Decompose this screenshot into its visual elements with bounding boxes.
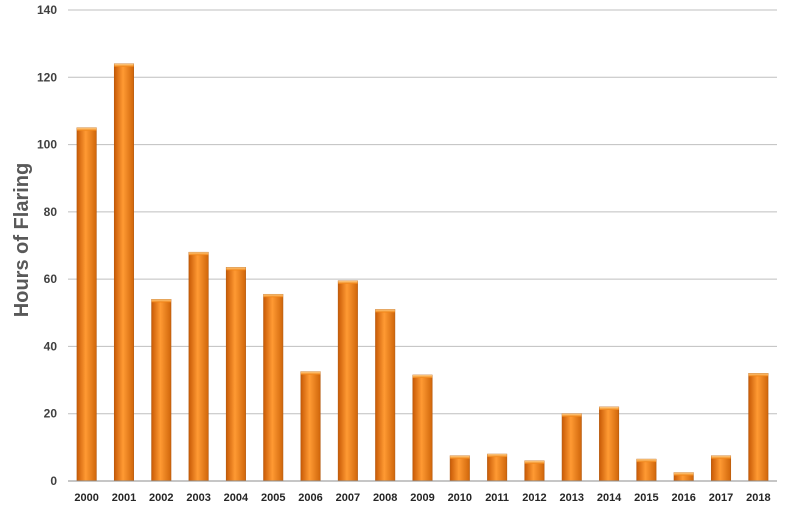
bar-2004: [225, 267, 246, 482]
bar-2008: [375, 309, 396, 482]
bar-2011: [487, 453, 508, 482]
y-tick-label: 80: [44, 205, 58, 219]
bar-highlight: [450, 455, 470, 459]
bars: [76, 63, 769, 482]
y-tick-label: 40: [44, 339, 58, 353]
x-tick-label: 2013: [560, 492, 584, 504]
bar-2001: [113, 63, 134, 482]
bar: [449, 455, 470, 482]
x-tick-label: 2003: [186, 492, 210, 504]
bar-highlight: [412, 375, 433, 379]
x-tick-label: 2000: [74, 492, 98, 504]
bar: [225, 267, 246, 482]
bar: [263, 293, 284, 482]
bar-highlight: [636, 459, 657, 463]
bar: [337, 280, 358, 482]
bar-highlight: [226, 267, 246, 271]
x-tick-label: 2001: [112, 492, 136, 504]
x-tick-label: 2018: [746, 492, 770, 504]
bar-2014: [599, 406, 620, 482]
x-tick-label: 2015: [634, 492, 658, 504]
bar-highlight: [748, 373, 769, 377]
x-tick-label: 2002: [149, 492, 173, 504]
bar-2006: [300, 371, 321, 482]
bar-2002: [151, 299, 172, 482]
bar: [487, 453, 508, 482]
y-tick-label: 140: [37, 3, 57, 17]
bar-highlight: [338, 280, 358, 284]
y-tick-label: 120: [37, 70, 57, 84]
bar: [636, 458, 657, 482]
y-tick-label: 100: [37, 138, 57, 152]
bar: [748, 373, 769, 482]
bar-2000: [76, 127, 97, 482]
bar-highlight: [263, 294, 283, 298]
bar-2016: [673, 472, 694, 482]
bar-2017: [711, 455, 732, 482]
bar-highlight: [114, 63, 134, 67]
x-axis-ticks: 2000 2001 2002 2003 2004 2005 2006 2007 2008 2009…: [74, 492, 770, 504]
x-tick-label: 2006: [298, 492, 322, 504]
bar: [188, 251, 209, 482]
bar: [151, 299, 172, 482]
bar-2007: [337, 280, 358, 482]
bar: [711, 455, 732, 482]
bar-2003: [188, 251, 209, 482]
x-tick-label: 2009: [410, 492, 434, 504]
bar-highlight: [711, 455, 731, 459]
bar: [113, 63, 134, 482]
bar-highlight: [151, 299, 171, 303]
x-tick-label: 2012: [522, 492, 546, 504]
bar-highlight: [487, 454, 507, 458]
bar: [412, 374, 433, 482]
bar: [561, 413, 582, 482]
y-axis-title: Hours of Flaring: [11, 163, 33, 317]
y-tick-label: 60: [44, 272, 58, 286]
bar: [76, 127, 97, 482]
bar-2018: [748, 373, 769, 482]
bar-highlight: [375, 309, 395, 313]
bar-highlight: [524, 460, 545, 464]
y-axis-ticks: 0 20 40 60 80 100 120 140: [37, 3, 57, 488]
bar-highlight: [76, 127, 97, 131]
bar-highlight: [599, 406, 619, 410]
x-tick-label: 2017: [709, 492, 733, 504]
bar-2010: [449, 455, 470, 482]
bar-highlight: [188, 252, 209, 256]
x-tick-label: 2004: [224, 492, 249, 504]
x-tick-label: 2007: [336, 492, 360, 504]
bar-2005: [263, 293, 284, 482]
y-tick-label: 0: [50, 474, 57, 488]
x-tick-label: 2014: [597, 492, 622, 504]
bar-highlight: [300, 371, 321, 375]
bar: [300, 371, 321, 482]
bar-highlight: [562, 413, 582, 417]
y-tick-label: 20: [44, 407, 58, 421]
x-tick-label: 2005: [261, 492, 285, 504]
bar: [524, 460, 545, 482]
x-tick-label: 2016: [671, 492, 695, 504]
x-tick-label: 2011: [485, 492, 509, 504]
x-tick-label: 2008: [373, 492, 397, 504]
bar-highlight: [674, 472, 694, 476]
bar: [599, 406, 620, 482]
bar-2015: [636, 458, 657, 482]
x-tick-label: 2010: [448, 492, 472, 504]
gridlines: [68, 9, 777, 415]
bar-2013: [561, 413, 582, 482]
bar-2012: [524, 460, 545, 482]
bar: [375, 309, 396, 482]
bar-2009: [412, 374, 433, 482]
